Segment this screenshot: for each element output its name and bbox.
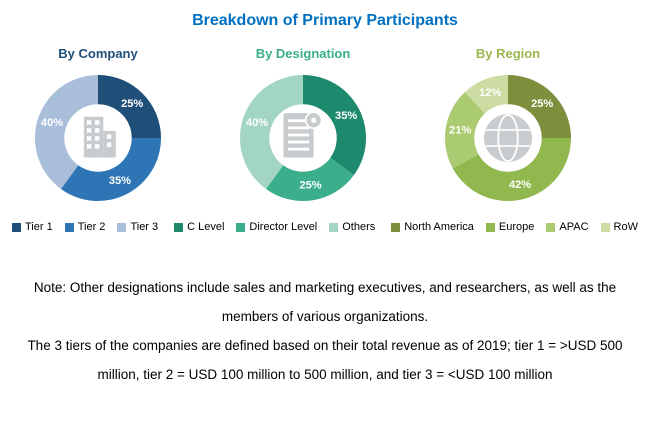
- legend-designation: C Level Director Level Others: [174, 221, 375, 233]
- donut-slice-tier-2: [60, 138, 162, 202]
- note-tiers: The 3 tiers of the companies are defined…: [27, 338, 623, 382]
- donut-slice-others: [239, 74, 303, 189]
- legend-label-row: RoW: [613, 221, 638, 233]
- donut-slice-north-america: [508, 74, 572, 138]
- legend-row: Tier 1 Tier 2 Tier 3 C Level Director Level…: [0, 221, 650, 233]
- legend-swatch-director-level: [236, 222, 246, 232]
- slice-value-label-europe: 42%: [509, 179, 531, 191]
- legend-label-north-america: North America: [404, 221, 474, 233]
- slice-value-label-tier-1: 25%: [121, 98, 143, 110]
- donut-slice-director-level: [265, 157, 354, 202]
- legend-item-row: RoW: [600, 221, 638, 233]
- legend-item-tier-1: Tier 1: [12, 221, 53, 233]
- slice-value-label-c-level: 35%: [335, 110, 357, 122]
- legend-swatch-apac: [546, 222, 556, 232]
- legend-label-apac: APAC: [559, 221, 589, 233]
- legend-label-tier-1: Tier 1: [25, 221, 53, 233]
- legend-item-europe: Europe: [485, 221, 535, 233]
- legend-item-c-level: C Level: [174, 221, 224, 233]
- legend-label-tier-2: Tier 2: [77, 221, 106, 233]
- legend-swatch-c-level: [174, 222, 184, 232]
- legend-label-europe: Europe: [498, 221, 535, 233]
- donut-slice-tier-1: [98, 74, 162, 138]
- legend-label-others: Others: [342, 221, 376, 233]
- donut-slice-tier-3: [34, 74, 98, 189]
- note-designations: Note: Other designations include sales a…: [33, 280, 617, 324]
- chart-title-designation: By Designation: [255, 46, 351, 61]
- legend-item-director-level: Director Level: [236, 221, 317, 233]
- figure-title: Breakdown of Primary Participants: [192, 12, 458, 29]
- legend-label-tier-3: Tier 3: [130, 221, 159, 233]
- legend-swatch-europe: [485, 222, 495, 232]
- donut-slice-apac: [444, 92, 485, 169]
- legend-item-apac: APAC: [546, 221, 589, 233]
- legend-region: North America Europe APAC RoW: [391, 221, 638, 233]
- slice-value-label-apac: 21%: [449, 124, 471, 136]
- slice-value-label-row: 12%: [479, 87, 501, 99]
- legend-swatch-row: [600, 222, 610, 232]
- donut-chart-company: 25% 35% 40%: [34, 74, 162, 202]
- slice-value-label-others: 40%: [246, 117, 268, 129]
- legend-item-tier-3: Tier 3: [117, 221, 158, 233]
- donut-chart-region: 25% 42% 21% 12%: [444, 74, 572, 202]
- slice-value-label-director-level: 25%: [299, 180, 321, 192]
- legend-item-north-america: North America: [391, 221, 474, 233]
- legend-item-others: Others: [329, 221, 375, 233]
- slice-value-label-tier-2: 35%: [109, 175, 131, 187]
- legend-company: Tier 1 Tier 2 Tier 3: [12, 221, 158, 233]
- charts-row: By Company 25% 35% 40%: [0, 46, 650, 209]
- donut-slice-row: [464, 74, 508, 114]
- legend-swatch-others: [329, 222, 339, 232]
- slice-value-label-north-america: 25%: [531, 98, 553, 110]
- legend-swatch-tier-2: [64, 222, 74, 232]
- globe-icon: [484, 114, 532, 162]
- donut-slice-europe: [452, 138, 572, 202]
- legend-swatch-north-america: [391, 222, 401, 232]
- legend-label-c-level: C Level: [187, 221, 225, 233]
- donut-chart-designation: 35% 25% 40%: [239, 74, 367, 202]
- slice-value-label-tier-3: 40%: [41, 117, 63, 129]
- legend-swatch-tier-3: [117, 222, 127, 232]
- legend-swatch-tier-1: [12, 222, 21, 232]
- chart-title-region: By Region: [475, 46, 541, 61]
- building-icon: [83, 116, 116, 158]
- legend-item-tier-2: Tier 2: [64, 221, 106, 233]
- chart-by-region: By Region 25% 42% 21% 12%: [410, 46, 606, 209]
- chart-by-designation: By Designation 35% 25% 40%: [205, 46, 401, 209]
- legend-label-director-level: Director Level: [249, 221, 318, 233]
- donut-slice-c-level: [303, 74, 367, 176]
- chart-by-company: By Company 25% 35% 40%: [0, 46, 196, 209]
- chart-title-company: By Company: [58, 46, 138, 61]
- figure-notes: Note: Other designations include sales a…: [0, 273, 650, 389]
- document-icon: [283, 111, 323, 158]
